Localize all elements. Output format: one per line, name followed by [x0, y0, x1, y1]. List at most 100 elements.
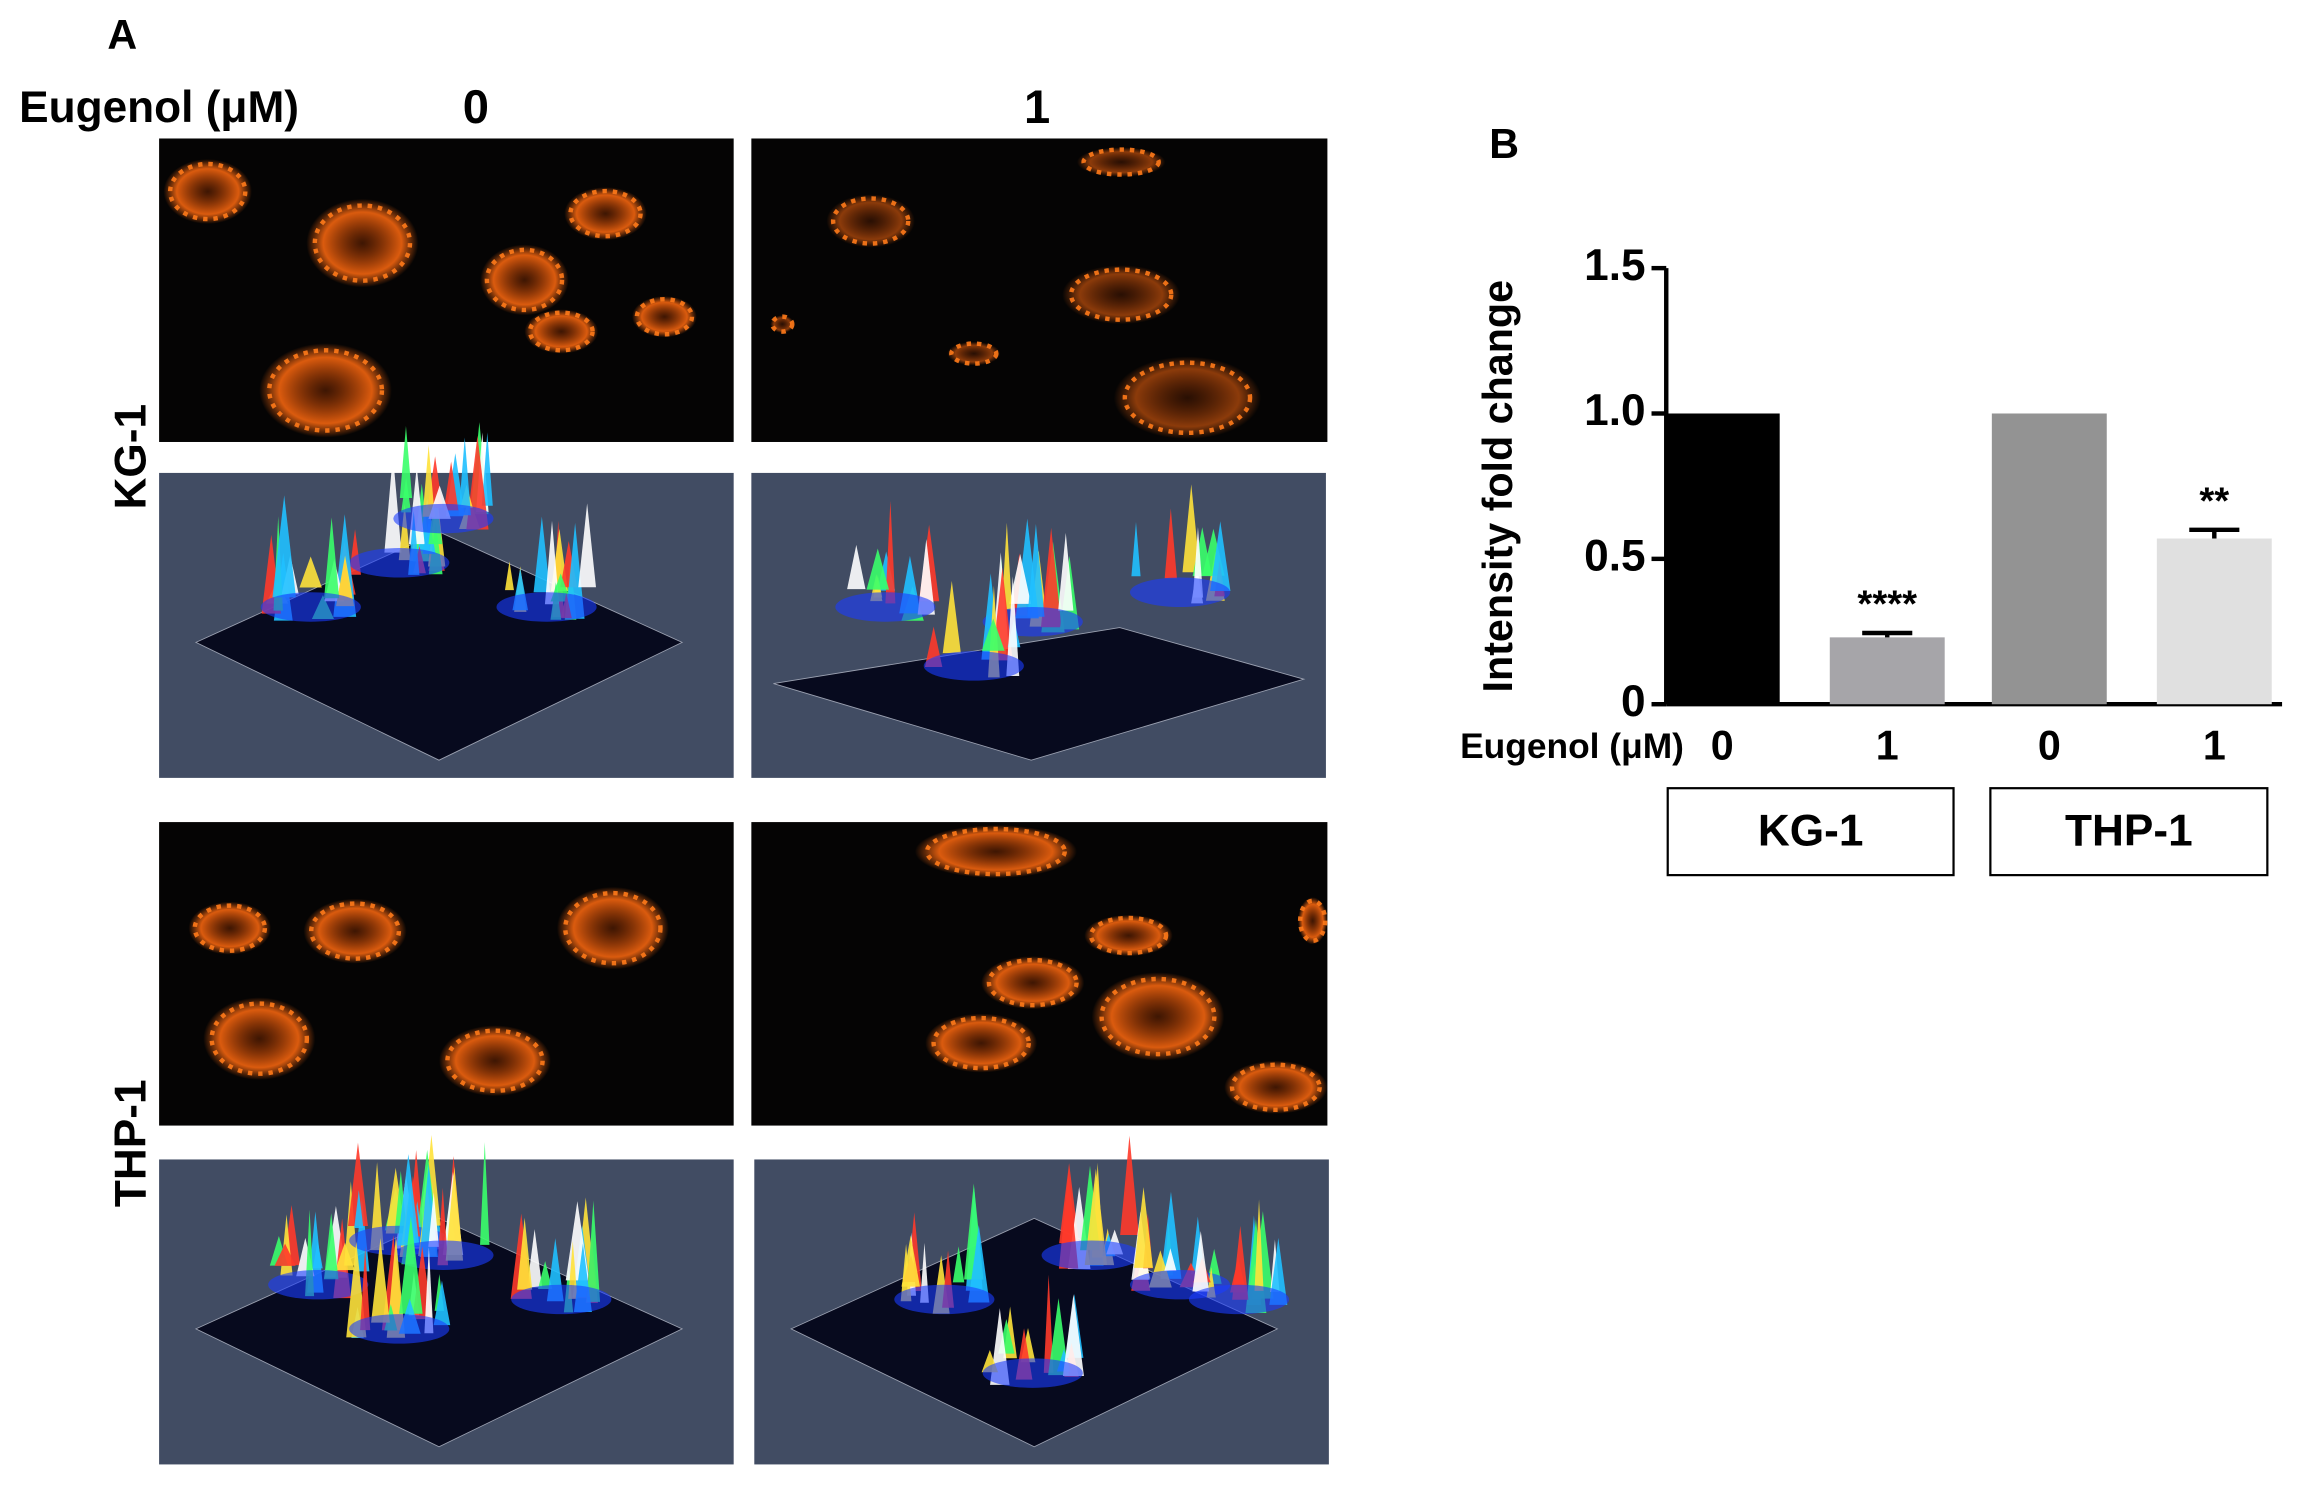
- surface-peak: [1058, 532, 1074, 611]
- surface-glow: [835, 592, 936, 622]
- cell-rim: [1229, 1062, 1322, 1113]
- surface-peak: [1009, 554, 1032, 604]
- surface-peak: [1254, 1199, 1264, 1291]
- surface-peak: [324, 517, 340, 599]
- error-bar: [1862, 630, 1913, 638]
- surface-peak: [901, 1235, 920, 1287]
- surface-glow: [496, 592, 597, 622]
- cell: [524, 309, 599, 354]
- cell-rim: [1122, 360, 1253, 436]
- surface-peak: [336, 555, 355, 607]
- surface-peak: [399, 1216, 423, 1314]
- surface-peak: [538, 1261, 553, 1290]
- cell: [1091, 972, 1225, 1061]
- bar: [2156, 538, 2272, 705]
- surface-glow: [349, 548, 450, 578]
- surface-peak: [299, 556, 322, 588]
- surface-glow: [1188, 1284, 1290, 1315]
- surface-glow: [393, 503, 494, 534]
- cell-rim: [830, 196, 911, 246]
- surface-peak: [578, 503, 596, 588]
- y-tick-label: 0: [1621, 677, 1646, 726]
- surface-glow: [349, 1314, 450, 1344]
- cell-rim: [445, 1028, 545, 1094]
- surface-peak: [422, 519, 436, 554]
- surface-glow: [982, 1358, 1083, 1388]
- cell-rim: [931, 1015, 1031, 1071]
- significance: ****: [1857, 583, 1917, 626]
- surface-peak: [1160, 1191, 1182, 1279]
- surface-peak: [384, 454, 402, 553]
- surface-peak: [586, 1200, 601, 1302]
- surface-peak: [568, 1241, 578, 1299]
- group-box: [1666, 787, 1955, 877]
- surface-glow: [260, 592, 361, 622]
- cell: [259, 343, 392, 438]
- bar: [1664, 413, 1780, 705]
- surface-peak: [885, 500, 896, 604]
- surface-peak: [1062, 1294, 1084, 1377]
- cell: [163, 159, 252, 224]
- surface-peak: [274, 1243, 296, 1266]
- cell-rim: [267, 348, 385, 433]
- surface-peak: [1131, 521, 1141, 577]
- x-tick-label: 1: [1876, 722, 1899, 768]
- bar-chart: B Intensity fold change Eugenol (μM) 0 0.…: [1460, 121, 2283, 877]
- panel-label: B: [1489, 121, 1519, 167]
- surface-peak: [981, 618, 1005, 651]
- cell-rim: [1081, 147, 1161, 177]
- cell-rim: [309, 901, 402, 961]
- y-tick-label: 0.5: [1584, 532, 1645, 581]
- cell: [188, 901, 272, 955]
- surface-peak: [533, 516, 551, 593]
- group-label: KG-1: [1758, 807, 1864, 856]
- surface-peak: [527, 1229, 543, 1288]
- surface-peak: [428, 1192, 439, 1247]
- surface-peak: [1269, 1237, 1288, 1305]
- row-label: KG-1: [107, 404, 156, 510]
- cell: [1062, 265, 1181, 325]
- surface-peak: [942, 580, 961, 654]
- cell: [303, 898, 407, 964]
- surface-peak: [1210, 521, 1231, 591]
- surface-peak: [544, 520, 560, 605]
- surface-glow: [268, 1269, 369, 1300]
- cell: [925, 1013, 1038, 1073]
- surface-peak: [847, 544, 866, 590]
- surface-peak: [1192, 1231, 1210, 1292]
- cell: [480, 244, 569, 316]
- surface-peak: [443, 461, 459, 511]
- surface-peak: [952, 1246, 965, 1283]
- cell-rim: [563, 890, 663, 966]
- surface-peak: [424, 1247, 434, 1334]
- cell: [826, 194, 915, 248]
- cell-rim: [1088, 915, 1169, 956]
- surface-glow: [511, 1284, 612, 1315]
- cell: [1224, 1060, 1328, 1114]
- cell: [914, 825, 1077, 879]
- surface-peak: [312, 1240, 323, 1269]
- surface-peak: [866, 548, 889, 590]
- surface-peak: [1027, 523, 1045, 617]
- cell-rim: [1099, 976, 1217, 1057]
- cell: [1084, 914, 1173, 957]
- cell-rim: [1068, 267, 1174, 322]
- cell-rim: [568, 188, 643, 239]
- cell-rim: [484, 247, 565, 313]
- cell-rim: [192, 903, 268, 953]
- significance: **: [2199, 479, 2229, 522]
- y-axis-label: Intensity fold change: [1475, 280, 1521, 693]
- cell: [632, 296, 697, 338]
- surface-glow: [1129, 577, 1231, 607]
- cell-rim: [527, 310, 595, 353]
- surface-glow: [923, 651, 1024, 681]
- cell-rim: [312, 203, 413, 283]
- bar: [1991, 413, 2107, 705]
- x-tick-label: 0: [1711, 722, 1734, 768]
- panel-label: A: [107, 12, 137, 58]
- micrographs: [159, 138, 1329, 1465]
- surface-peak: [481, 432, 493, 506]
- surface-peak: [1164, 1248, 1177, 1271]
- cell-rim: [634, 297, 695, 337]
